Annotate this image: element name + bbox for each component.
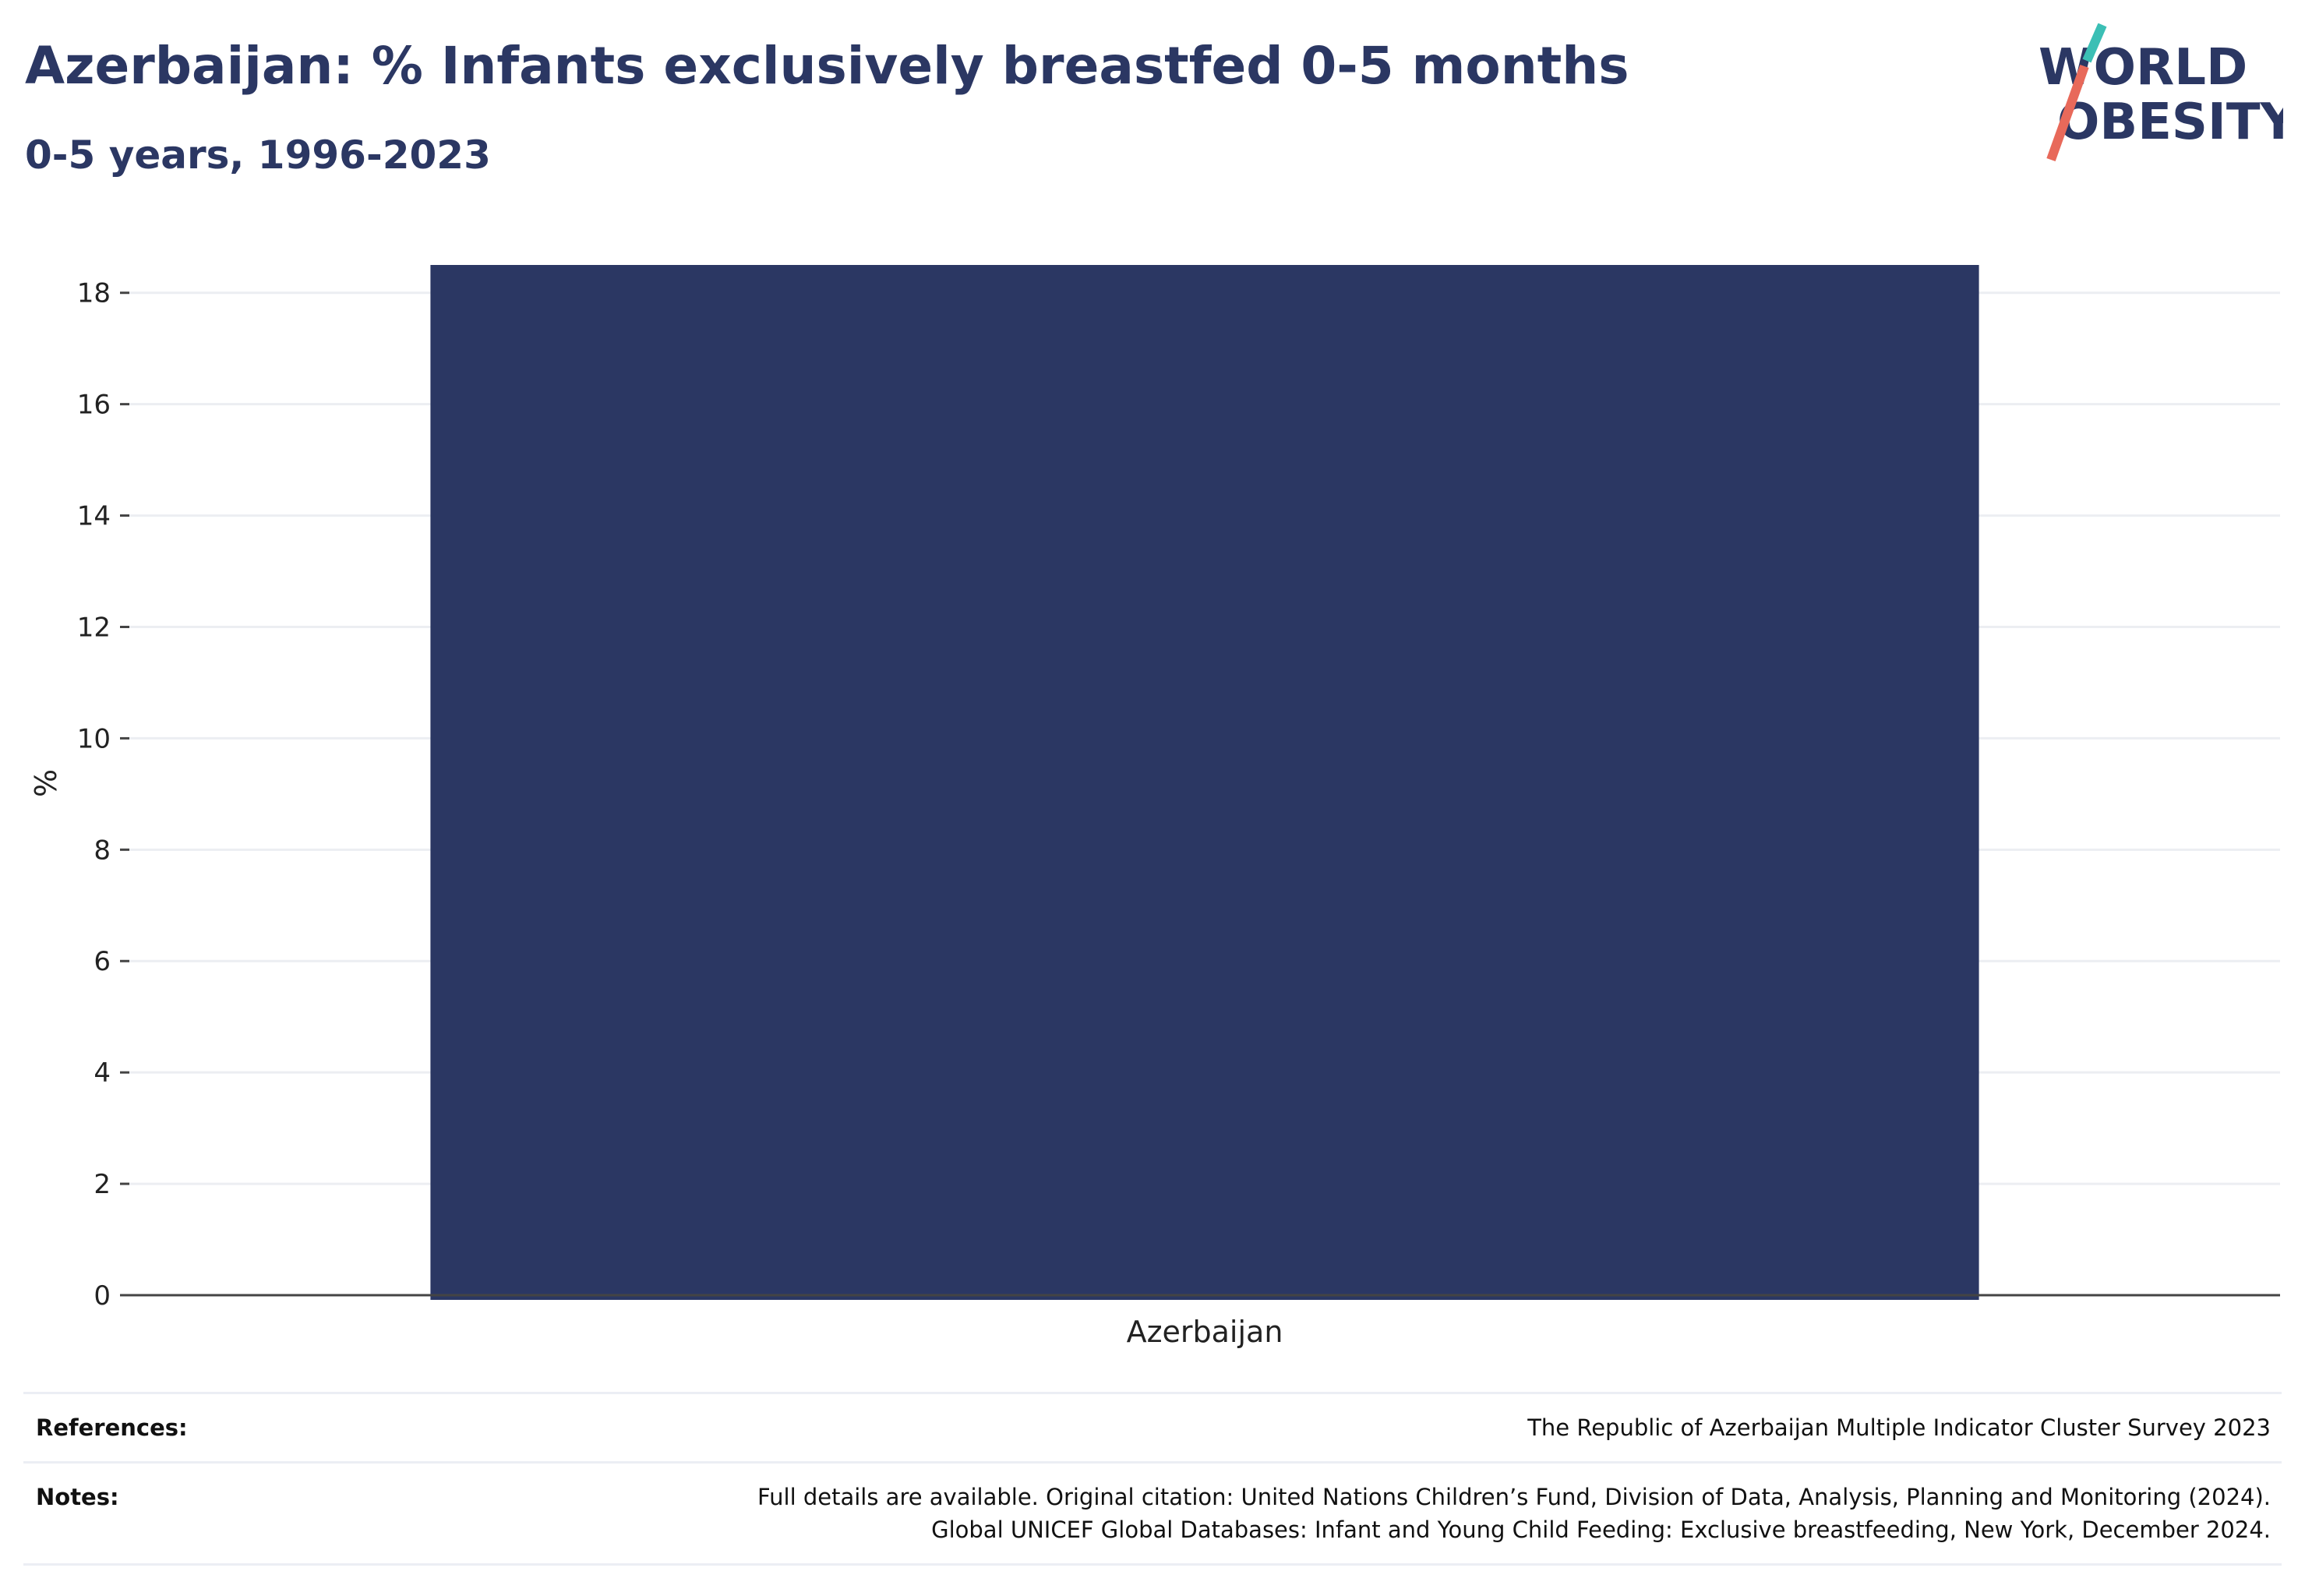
world-obesity-logo: WORLD OBESITY [2038,23,2283,162]
y-tick-label: 10 [77,723,111,754]
logo-slash-bottom [2046,64,2089,162]
chart-title: Azerbaijan: % Infants exclusively breast… [25,36,1629,96]
notes-label: Notes: [36,1484,119,1510]
bar-series [430,265,1979,1300]
notes-line: Global UNICEF Global Databases: Infant a… [931,1517,2271,1543]
references-text: The Republic of Azerbaijan Multiple Indi… [1527,1414,2271,1441]
logo-slash-top [2082,23,2107,63]
y-tick-label: 2 [94,1169,111,1200]
y-tick-label: 18 [77,278,111,309]
notes-text: Full details are available. Original cit… [757,1481,2271,1546]
y-tick-label: 4 [94,1058,111,1089]
y-tick-label: 12 [77,612,111,643]
references-row: References: The Republic of Azerbaijan M… [23,1392,2282,1461]
notes-line: Full details are available. Original cit… [757,1484,2271,1510]
notes-row: Notes: Full details are available. Origi… [23,1461,2282,1566]
x-category-label: Azerbaijan [1127,1315,1283,1349]
y-tick-label: 8 [94,835,111,866]
bar-chart: 0 2 4 6 8 10 12 14 16 18 Azerbaijan % [29,265,2280,1349]
bar[interactable] [430,265,1979,1300]
references-label: References: [36,1414,188,1441]
y-axis-ticks: 0 2 4 6 8 10 12 14 16 18 [77,278,129,1312]
chart-footer: References: The Republic of Azerbaijan M… [23,1392,2282,1566]
y-tick-label: 14 [77,501,111,532]
y-tick-label: 16 [77,390,111,421]
x-axis-categories: Azerbaijan [1127,1315,1283,1349]
y-tick-label: 0 [94,1280,111,1312]
y-tick-label: 6 [94,946,111,977]
chart-subtitle: 0-5 years, 1996-2023 [25,132,491,178]
y-axis-title: % [29,769,63,797]
logo-text-obesity: OBESITY [2057,94,2283,151]
